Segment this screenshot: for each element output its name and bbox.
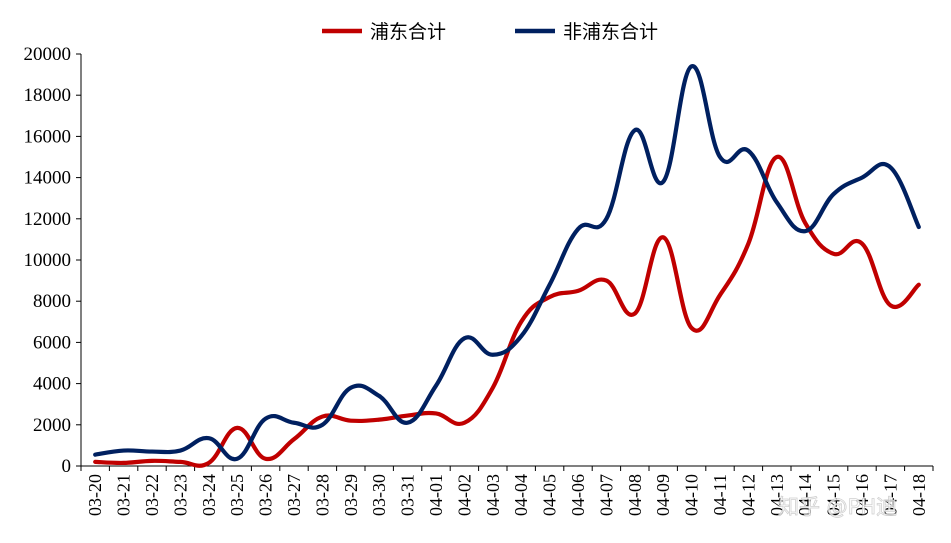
series-layer [93, 64, 921, 468]
x-tick-label: 04-18 [909, 474, 929, 516]
y-tick-label: 8000 [33, 291, 71, 312]
y-tick-label: 20000 [24, 44, 72, 65]
x-tick-label: 04-03 [483, 474, 503, 516]
y-tick-label: 12000 [24, 209, 72, 230]
legend-label-series-2: 非浦东合计 [563, 21, 658, 43]
axes: 0 2000 4000 6000 8000 10000 12000 14000 16000 180… [24, 44, 934, 516]
x-tick-label: 04-06 [568, 474, 588, 516]
x-tick-label: 03-31 [398, 474, 418, 516]
x-tick-label: 04-15 [824, 474, 844, 516]
x-tick-label: 04-02 [454, 474, 474, 516]
x-tick-label: 03-28 [312, 474, 332, 516]
x-tick-label: 03-25 [227, 474, 247, 516]
x-tick-label: 04-09 [653, 474, 673, 516]
x-tick-label: 04-14 [795, 474, 815, 516]
x-tick-label: 03-24 [199, 474, 219, 516]
x-tick-label: 04-05 [540, 474, 560, 516]
x-tick-label: 03-30 [369, 474, 389, 516]
x-tick-label: 04-04 [511, 474, 531, 516]
x-tick-label: 03-20 [85, 474, 105, 516]
x-tick-label: 04-10 [682, 474, 702, 516]
x-tick-label: 04-13 [767, 474, 787, 516]
y-tick-label: 4000 [33, 374, 71, 395]
y-tick-label: 6000 [33, 332, 71, 353]
x-tick-label: 04-17 [880, 474, 900, 516]
x-tick-label: 04-07 [596, 474, 616, 516]
y-tick-label: 16000 [24, 126, 72, 147]
x-tick-label: 04-12 [738, 474, 758, 516]
y-tick-label: 10000 [24, 250, 72, 271]
x-tick-label: 04-16 [852, 474, 872, 516]
x-tick-label: 03-29 [341, 474, 361, 516]
legend-label-series-1: 浦东合计 [370, 21, 446, 43]
legend: 浦东合计 非浦东合计 [322, 21, 658, 43]
watermark: 知乎 @PH迪 [778, 495, 897, 519]
y-tick-label: 14000 [24, 168, 72, 189]
y-tick-label: 18000 [24, 85, 72, 106]
x-tick-label: 03-22 [142, 474, 162, 516]
x-tick-label: 04-01 [426, 474, 446, 516]
x-tick-label: 03-27 [284, 474, 304, 516]
y-tick-label: 0 [62, 456, 72, 477]
x-tick-label: 03-26 [256, 474, 276, 516]
y-tick-label: 2000 [33, 415, 71, 436]
x-tick-label: 04-08 [625, 474, 645, 516]
series-line-1 [93, 154, 921, 468]
x-tick-label: 03-23 [170, 474, 190, 516]
series-line-2 [93, 64, 921, 462]
x-tick-label: 04-11 [710, 474, 730, 515]
x-tick-label: 03-21 [114, 474, 134, 516]
